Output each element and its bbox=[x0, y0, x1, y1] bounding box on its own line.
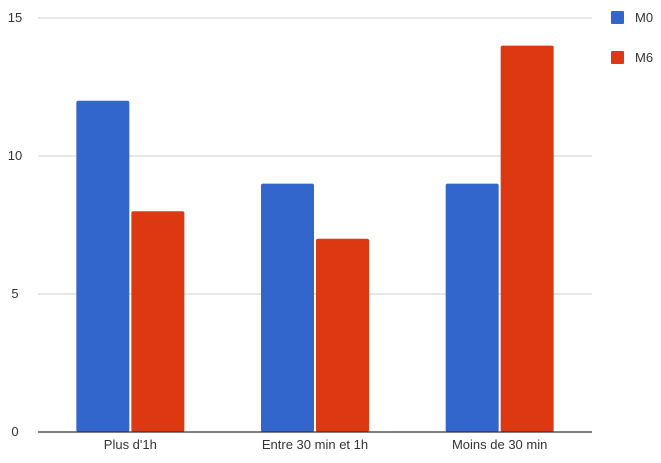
bar-m0-0[interactable] bbox=[76, 100, 130, 433]
bar-m6-2[interactable] bbox=[500, 45, 554, 432]
legend-swatch-m6 bbox=[611, 51, 624, 64]
bar-m0-2[interactable] bbox=[445, 183, 499, 432]
bars bbox=[76, 45, 554, 433]
y-tick-label: 10 bbox=[8, 148, 22, 163]
y-tick-label: 15 bbox=[8, 10, 22, 25]
grid-lines bbox=[38, 17, 592, 295]
legend-swatch-m0 bbox=[611, 11, 624, 24]
legend-label-m6: M6 bbox=[635, 50, 653, 65]
y-tick-label: 0 bbox=[11, 424, 18, 439]
y-axis-ticks: 0 5 10 15 bbox=[8, 10, 22, 439]
x-category-label: Plus d'1h bbox=[104, 437, 157, 452]
y-tick-label: 5 bbox=[11, 286, 18, 301]
legend-label-m0: M0 bbox=[635, 10, 653, 25]
x-axis: Plus d'1h Entre 30 min et 1h Moins de 30 m… bbox=[38, 431, 592, 452]
x-category-label: Entre 30 min et 1h bbox=[262, 437, 368, 452]
legend: M0 M6 bbox=[611, 10, 653, 65]
x-category-label: Moins de 30 min bbox=[452, 437, 547, 452]
bar-m6-1[interactable] bbox=[316, 238, 369, 432]
bar-m6-0[interactable] bbox=[131, 211, 185, 432]
bar-m0-1[interactable] bbox=[261, 183, 314, 432]
